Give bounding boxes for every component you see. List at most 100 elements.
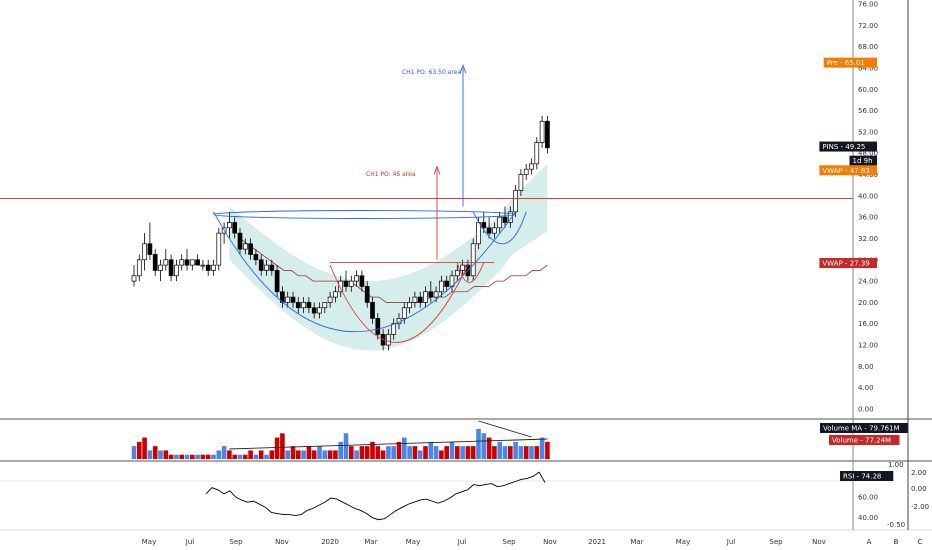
time-tick-label: May: [676, 538, 690, 546]
candle-body: [184, 259, 190, 266]
volume-bar: [147, 450, 153, 459]
rsi-tick-label: 60.00: [858, 494, 878, 502]
volume-bar: [407, 446, 412, 459]
price-badge-3-text: VWAP - 47.83: [822, 167, 869, 175]
volume-bar: [248, 450, 253, 459]
volume-bar: [460, 446, 465, 459]
volume-bar: [486, 437, 492, 459]
cup-arc-red: [329, 264, 469, 343]
corner-button-c: C: [918, 538, 923, 546]
candle-body: [258, 259, 264, 271]
volume-bar: [258, 450, 264, 459]
price-tick-label: 60.00: [858, 86, 878, 94]
candle-body: [545, 120, 550, 149]
price-tick-label: 8.00: [858, 363, 874, 371]
price-tick-label: 16.00: [858, 320, 878, 328]
volume-bar: [227, 450, 232, 459]
volume-bar: [470, 446, 476, 459]
time-tick-label: Mar: [364, 538, 377, 546]
time-axis[interactable]: May Jul Sep Nov 2020 Mar May Jul Sep Nov 2021 Mar Ma…: [142, 538, 923, 546]
candle-body: [444, 280, 450, 287]
volume-bar: [529, 446, 534, 459]
volume-bar: [158, 450, 163, 459]
time-tick-label: Nov: [812, 538, 826, 546]
candle-body: [227, 222, 232, 229]
candle-body: [174, 264, 179, 277]
candle-body: [136, 259, 142, 277]
price-tick-label: 68.00: [858, 43, 878, 51]
candle-body: [216, 232, 222, 266]
indicator-lines: [239, 238, 548, 303]
price-badge-3-bg: [819, 165, 877, 176]
volume-bar: [502, 446, 508, 459]
candle-body: [189, 259, 195, 266]
candle-body: [481, 222, 487, 229]
price-tick-label: 40.00: [858, 192, 878, 200]
price-badge-4-text: VWAP - 27.39: [822, 260, 869, 268]
candle-body: [529, 163, 534, 170]
volume-bar: [168, 454, 174, 459]
price-tick-label: 24.00: [858, 278, 878, 286]
volume-trend-line: [478, 420, 532, 438]
volume-bar: [301, 450, 306, 459]
candle-body: [338, 280, 344, 293]
cup-rim-ellipse: [213, 210, 517, 219]
rsi-badge-bg: [840, 471, 894, 481]
candle-body: [195, 259, 200, 266]
volume-bar: [311, 450, 317, 459]
volume-bar: [402, 437, 407, 459]
candle-body: [470, 243, 476, 277]
volume-bar: [163, 450, 169, 459]
volume-bar: [333, 450, 338, 459]
candle-body: [269, 264, 275, 271]
volume-bar: [174, 454, 179, 459]
time-tick-label: 2021: [588, 538, 606, 546]
volume-bar: [391, 446, 396, 459]
candle-body: [290, 296, 296, 303]
volume-bar: [508, 446, 513, 459]
price-tick-label: 0.00: [858, 406, 874, 414]
volume-bar: [190, 454, 195, 459]
cup-arc-blue: [213, 211, 516, 333]
volume-bar: [492, 446, 497, 459]
time-tick-label: Nov: [543, 538, 557, 546]
volume-bar: [444, 446, 449, 459]
volume-bar: [285, 450, 290, 459]
candle-body: [317, 307, 322, 314]
candle-body: [348, 280, 354, 287]
candle-body: [343, 280, 349, 287]
candle-body: [205, 264, 211, 271]
volume-bar: [243, 454, 248, 459]
candle-body: [476, 222, 481, 245]
volume-bar: [513, 441, 518, 459]
rsi-line: [205, 471, 546, 521]
volume-bar: [534, 446, 540, 459]
time-tick-label: Jul: [185, 538, 195, 546]
price-tick-label: 20.00: [858, 299, 878, 307]
price-badges: Pre - 65.01 PINS - 49.25 1d 9h VWAP - 47.83…: [819, 57, 908, 481]
rsi-pane: [205, 471, 546, 521]
volume-bar: [380, 450, 386, 459]
candle-body: [492, 227, 497, 234]
volume-bar: [364, 446, 370, 459]
candle-body: [513, 190, 518, 213]
candle-body: [454, 270, 460, 277]
candle-body: [439, 280, 444, 293]
pane-separators: [0, 0, 932, 531]
volume-ma-badge-bg: [820, 423, 908, 433]
volume-bar: [253, 454, 259, 459]
annotation-red: CH1 PO: 45 area: [366, 171, 416, 178]
blue-arrow-head: [459, 64, 467, 74]
drawing-tools: CH1 PO: 63.50 area CH1 PO: 45 area: [0, 64, 853, 343]
candle-body: [253, 254, 259, 261]
candle-body: [301, 302, 306, 309]
red-arrow-head: [433, 165, 441, 175]
volume-bar: [481, 433, 487, 459]
candle-body: [158, 264, 163, 271]
candle-body: [407, 302, 412, 309]
price-badge-0-bg: [823, 57, 877, 68]
volume-bar: [280, 433, 285, 459]
candle-body: [534, 142, 540, 165]
candle-body: [486, 227, 492, 234]
